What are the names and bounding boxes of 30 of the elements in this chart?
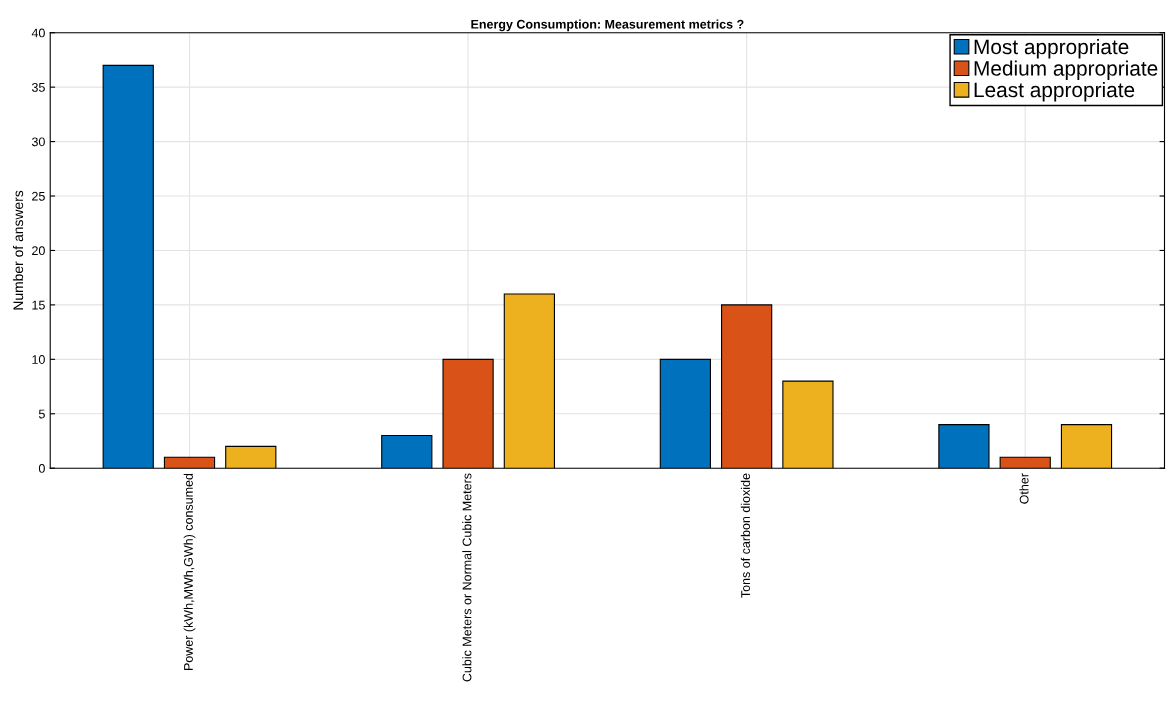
legend-label: Medium appropriate bbox=[974, 60, 1158, 80]
bar bbox=[659, 358, 711, 469]
y-tick-label: 20 bbox=[32, 246, 45, 256]
y-tick-label: 30 bbox=[31, 137, 45, 147]
y-tick-label: 35 bbox=[31, 82, 45, 92]
y-tick-label: 5 bbox=[38, 409, 45, 419]
bar bbox=[102, 64, 154, 469]
bar bbox=[381, 434, 433, 469]
y-tick-label: 15 bbox=[32, 300, 45, 310]
bar bbox=[163, 456, 216, 469]
bar bbox=[938, 424, 990, 469]
chart-title: Energy Consumption: Measurement metrics ? bbox=[471, 19, 744, 32]
y-tick-label: 25 bbox=[32, 191, 45, 201]
bar bbox=[782, 380, 834, 469]
bar bbox=[503, 293, 555, 469]
bar bbox=[442, 358, 494, 469]
y-tick-label: 0 bbox=[38, 463, 45, 473]
bar bbox=[721, 304, 773, 469]
y-tick-label: 10 bbox=[32, 355, 45, 364]
legend-label: Most appropriate bbox=[974, 38, 1129, 59]
x-tick-label: Other bbox=[1019, 473, 1029, 504]
x-tick-label: Cubic Meters or Normal Cubic Meters bbox=[462, 473, 472, 682]
bar bbox=[225, 445, 277, 469]
legend-label: Least appropriate bbox=[974, 81, 1135, 102]
x-tick-label: Tons of carbon dioxide bbox=[740, 473, 750, 598]
y-tick-label: 40 bbox=[31, 28, 45, 38]
y-axis-title: Number of answers bbox=[12, 190, 24, 310]
x-tick-label: Power (kWh,MWh,GWh) consumed bbox=[183, 473, 196, 670]
bar bbox=[999, 456, 1051, 469]
bar bbox=[1060, 424, 1113, 469]
